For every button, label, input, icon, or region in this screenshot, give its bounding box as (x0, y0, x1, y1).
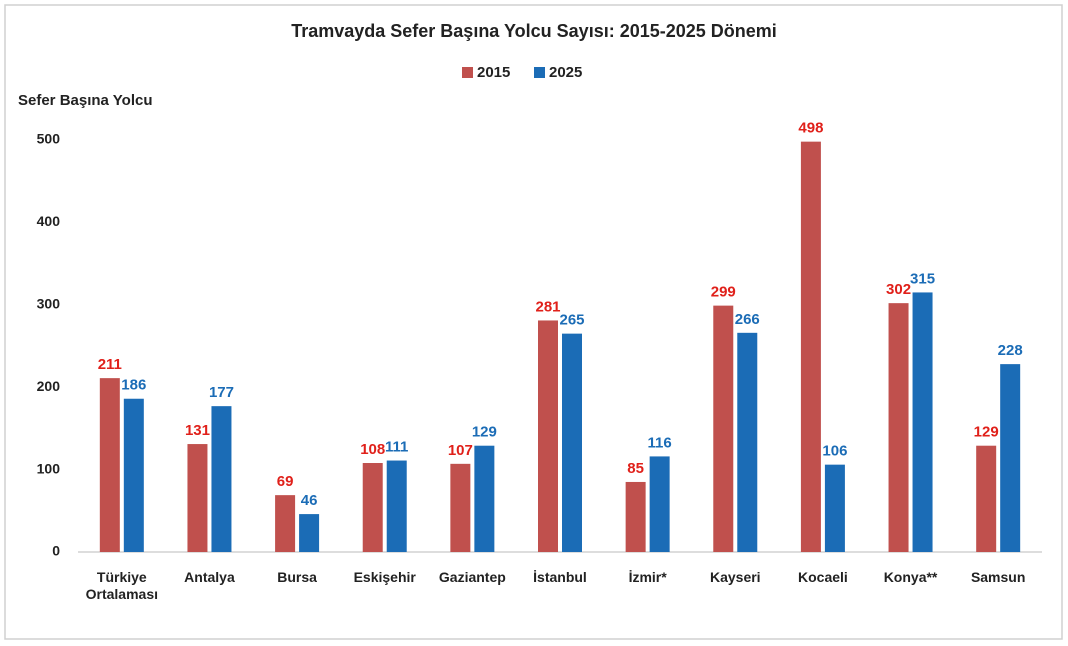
y-tick-label: 100 (37, 460, 61, 476)
x-tick-label: Konya** (883, 569, 938, 585)
bar (386, 460, 407, 552)
bar (649, 456, 670, 552)
bar (625, 481, 646, 552)
value-label: 69 (277, 473, 294, 490)
value-label: 498 (798, 120, 823, 137)
value-label: 266 (735, 311, 760, 328)
value-label: 299 (711, 284, 736, 301)
y-tick-label: 300 (37, 296, 61, 312)
value-label: 129 (974, 424, 999, 441)
bar (538, 320, 558, 552)
x-tick-label: Samsun (970, 569, 1026, 585)
bar (824, 464, 845, 552)
value-label: 228 (998, 342, 1023, 359)
value-label: 302 (886, 281, 911, 298)
chart-title: Tramvayda Sefer Başına Yolcu Sayısı: 201… (291, 21, 777, 41)
y-tick-label: 500 (37, 131, 61, 147)
bar (123, 398, 144, 552)
value-label: 107 (448, 442, 473, 459)
value-label: 46 (301, 492, 318, 509)
x-tick-label: Kocaeli (798, 569, 848, 585)
x-tick-label: Türkiye Ortalaması (85, 569, 158, 602)
x-tick-label: İstanbul (533, 569, 587, 585)
value-label: 265 (559, 312, 584, 329)
bar (99, 378, 120, 552)
bar (275, 495, 296, 552)
y-axis-label: Sefer Başına Yolcu (18, 92, 153, 109)
x-tick-label: Eskişehir (353, 569, 416, 585)
value-label: 108 (360, 441, 385, 458)
value-label: 131 (185, 422, 210, 439)
bar (562, 333, 582, 552)
x-tick-label: Gaziantep (438, 569, 506, 585)
bar (800, 141, 821, 552)
bar (976, 445, 997, 552)
value-label: 116 (648, 434, 672, 451)
value-label: 315 (910, 270, 935, 287)
value-label: 186 (121, 377, 146, 394)
bar (912, 292, 933, 552)
x-tick-label: Antalya (184, 569, 235, 585)
bar (362, 463, 383, 552)
x-tick-label: Bursa (277, 569, 317, 585)
legend-swatch (462, 67, 473, 78)
value-label: 129 (472, 424, 497, 441)
value-label: 111 (385, 439, 408, 456)
y-tick-label: 200 (37, 378, 61, 394)
value-label: 106 (822, 443, 847, 460)
value-label: 211 (98, 356, 122, 373)
bar (737, 332, 758, 552)
bar (1000, 364, 1021, 552)
bar (450, 463, 471, 552)
frame (4, 4, 1063, 640)
x-tick-label: İzmir* (628, 569, 667, 585)
y-tick-label: 400 (37, 213, 61, 229)
value-label: 85 (627, 460, 644, 477)
bar (888, 303, 909, 552)
y-tick-label: 0 (52, 543, 60, 559)
legend-label: 2025 (549, 64, 582, 81)
legend-label: 2015 (477, 64, 510, 81)
legend-swatch (534, 67, 545, 78)
x-tick-label: Kayseri (709, 569, 761, 585)
bar (211, 406, 232, 552)
value-label: 281 (535, 298, 560, 315)
bar (187, 444, 208, 552)
value-label: 177 (209, 384, 234, 401)
bar (713, 305, 734, 552)
bar (474, 445, 495, 552)
bar (299, 514, 320, 552)
